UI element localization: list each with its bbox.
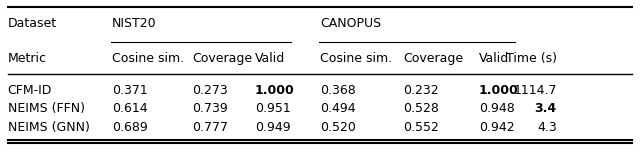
Text: 0.739: 0.739 <box>192 102 228 115</box>
Text: 0.528: 0.528 <box>403 102 439 115</box>
Text: Cosine sim.: Cosine sim. <box>112 52 184 65</box>
Text: CANOPUS: CANOPUS <box>320 17 381 30</box>
Text: 0.552: 0.552 <box>403 121 439 134</box>
Text: Metric: Metric <box>8 52 47 65</box>
Text: 1114.7: 1114.7 <box>513 84 557 97</box>
Text: 0.951: 0.951 <box>255 102 291 115</box>
Text: 0.689: 0.689 <box>112 121 148 134</box>
Text: 1.000: 1.000 <box>255 84 294 97</box>
Text: Coverage: Coverage <box>403 52 463 65</box>
Text: 0.273: 0.273 <box>192 84 228 97</box>
Text: 0.494: 0.494 <box>320 102 356 115</box>
Text: 0.520: 0.520 <box>320 121 356 134</box>
Text: Coverage: Coverage <box>192 52 252 65</box>
Text: Dataset: Dataset <box>8 17 57 30</box>
Text: 0.948: 0.948 <box>479 102 515 115</box>
Text: 3.4: 3.4 <box>534 102 557 115</box>
Text: 4.3: 4.3 <box>537 121 557 134</box>
Text: 0.232: 0.232 <box>403 84 439 97</box>
Text: Time (s): Time (s) <box>506 52 557 65</box>
Text: 0.777: 0.777 <box>192 121 228 134</box>
Text: NEIMS (GNN): NEIMS (GNN) <box>8 121 90 134</box>
Text: CFM-ID: CFM-ID <box>8 84 52 97</box>
Text: 0.371: 0.371 <box>112 84 148 97</box>
Text: 1.000: 1.000 <box>479 84 518 97</box>
Text: Valid: Valid <box>479 52 509 65</box>
Text: NIST20: NIST20 <box>112 17 157 30</box>
Text: NEIMS (FFN): NEIMS (FFN) <box>8 102 84 115</box>
Text: Valid: Valid <box>255 52 285 65</box>
Text: 0.614: 0.614 <box>112 102 148 115</box>
Text: 0.949: 0.949 <box>255 121 291 134</box>
Text: 0.942: 0.942 <box>479 121 515 134</box>
Text: Cosine sim.: Cosine sim. <box>320 52 392 65</box>
Text: 0.368: 0.368 <box>320 84 356 97</box>
